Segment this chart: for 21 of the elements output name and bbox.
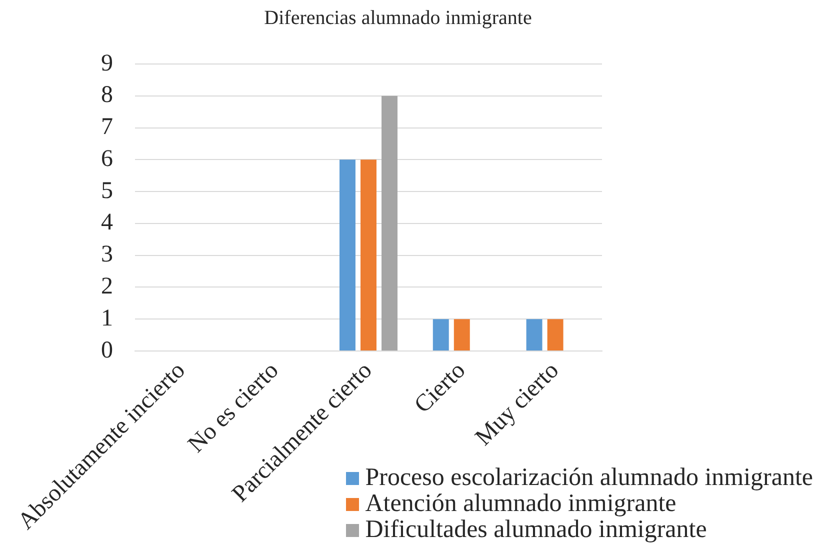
y-tick-label: 9	[101, 50, 113, 76]
y-tick-label: 8	[101, 82, 113, 108]
y-tick-label: 4	[101, 210, 113, 236]
y-tick-label: 6	[101, 146, 113, 172]
legend-label: Proceso escolarización alumnado inmigrante	[365, 464, 813, 491]
bar	[382, 96, 398, 350]
bar	[454, 319, 470, 350]
y-tick-label: 5	[101, 178, 113, 204]
legend-label: Dificultades alumnado inmigrante	[365, 516, 707, 543]
bar	[360, 160, 376, 350]
bar	[547, 319, 564, 350]
y-tick-label: 3	[101, 242, 113, 268]
y-tick-label: 2	[101, 274, 113, 300]
bar	[340, 160, 356, 350]
bar	[432, 319, 449, 350]
y-tick-label: 7	[101, 114, 113, 140]
chart-title: Diferencias alumnado inmigrante	[264, 6, 532, 31]
bar	[526, 319, 542, 350]
y-tick-label: 1	[101, 305, 113, 332]
legend-label: Atención alumnado inmigrante	[365, 490, 676, 517]
y-tick-label: 0	[101, 337, 113, 364]
